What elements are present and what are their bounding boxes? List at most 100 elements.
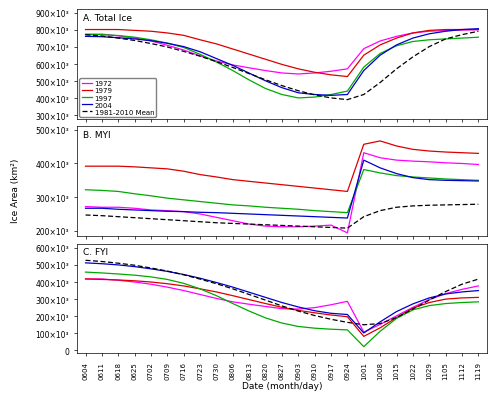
1972 [181,288,187,293]
1997 [148,38,154,43]
1981-2010 Mean [246,292,252,297]
2004 [459,28,465,33]
1981-2010 Mean [312,93,318,98]
1981-2010 Mean [312,225,318,230]
1979 [443,150,449,155]
2004 [476,179,482,184]
1979 [197,287,203,292]
1981-2010 Mean [394,205,400,210]
1997 [344,328,350,332]
1972 [377,322,383,327]
1981-2010 Mean [262,298,268,303]
1972 [132,36,138,41]
1981-2010 Mean [426,203,432,208]
1981-2010 Mean [410,307,416,312]
1979 [279,183,285,188]
X-axis label: Date (month/day): Date (month/day) [242,381,322,390]
2004 [377,320,383,325]
1972 [197,212,203,217]
1972 [246,302,252,307]
1979 [295,308,301,313]
1972 [361,47,367,52]
2004 [164,269,170,274]
1972 [344,299,350,304]
2004 [148,209,154,214]
1972 [115,205,121,210]
1979 [426,149,432,154]
2004 [410,301,416,306]
Line: 1979: 1979 [85,31,479,77]
1972 [197,54,203,59]
Text: Ice Area (km²): Ice Area (km²) [11,158,20,222]
1981-2010 Mean [164,45,170,50]
1997 [164,42,170,47]
1979 [82,164,88,169]
2004 [328,94,334,99]
1981-2010 Mean [214,282,220,287]
1981-2010 Mean [262,78,268,83]
1972 [164,285,170,290]
2004 [328,311,334,316]
1979 [377,43,383,48]
1997 [328,210,334,215]
1979 [344,314,350,319]
1981-2010 Mean [132,263,138,268]
1972 [328,70,334,75]
1981-2010 Mean [99,214,105,218]
Line: 1997: 1997 [85,273,479,347]
1972 [164,209,170,214]
1979 [279,63,285,68]
2004 [312,93,318,98]
1981-2010 Mean [410,55,416,60]
1981-2010 Mean [344,98,350,103]
1981-2010 Mean [262,223,268,228]
1997 [328,93,334,98]
1997 [230,203,236,208]
1979 [246,179,252,184]
1979 [328,73,334,78]
1981-2010 Mean [344,226,350,231]
2004 [377,166,383,171]
2004 [262,79,268,84]
1979 [164,167,170,172]
1972 [410,305,416,310]
1997 [246,309,252,314]
1981-2010 Mean [295,224,301,229]
Line: 1979: 1979 [85,279,479,337]
1997 [377,52,383,57]
1972 [214,215,220,220]
1997 [279,206,285,211]
1979 [295,185,301,190]
1997 [426,304,432,309]
1997 [410,175,416,180]
2004 [344,93,350,98]
Line: 1972: 1972 [85,153,479,233]
Line: 1981-2010 Mean: 1981-2010 Mean [85,32,479,100]
2004 [181,210,187,215]
1981-2010 Mean [181,219,187,224]
1979 [295,67,301,72]
1997 [328,327,334,332]
2004 [99,206,105,211]
1997 [197,199,203,204]
1997 [344,211,350,216]
1981-2010 Mean [82,213,88,218]
1972 [132,206,138,211]
2004 [246,290,252,295]
1972 [262,224,268,229]
1979 [410,31,416,36]
1981-2010 Mean [459,203,465,208]
1981-2010 Mean [459,282,465,287]
1979 [394,316,400,320]
1997 [132,192,138,197]
1979 [164,282,170,287]
1972 [295,307,301,312]
1979 [197,38,203,43]
2004 [361,69,367,74]
1972 [82,33,88,38]
1997 [426,176,432,181]
2004 [394,43,400,48]
2004 [344,312,350,317]
2004 [230,64,236,69]
1972 [328,303,334,308]
